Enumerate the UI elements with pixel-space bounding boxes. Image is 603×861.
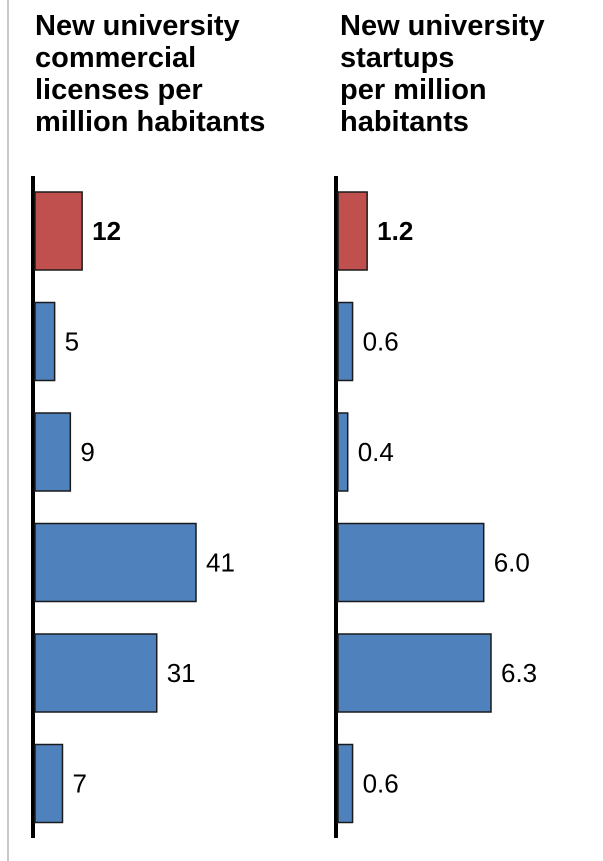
chart-title-licenses: New university commercial licenses per m… xyxy=(35,10,266,138)
licenses-bar-4 xyxy=(34,633,158,713)
startups-bar-2 xyxy=(337,412,349,492)
licenses-value-label-0: 12 xyxy=(92,216,121,246)
startups-value-label-0: 1.2 xyxy=(377,216,413,246)
startups-bar-1 xyxy=(337,301,354,382)
licenses-value-label-4: 31 xyxy=(167,658,196,688)
chart-title-startups: New university startups per million habi… xyxy=(340,10,545,138)
left-border xyxy=(7,0,9,861)
licenses-value-label-3: 41 xyxy=(206,548,235,578)
startups-bar-0 xyxy=(337,191,368,271)
licenses-value-label-2: 9 xyxy=(80,437,94,467)
startups-value-label-1: 0.6 xyxy=(363,327,399,357)
licenses-bar-0 xyxy=(34,191,83,271)
startups-bar-5 xyxy=(337,743,354,824)
licenses-bar-1 xyxy=(34,301,56,382)
licenses-bar-2 xyxy=(34,412,72,492)
startups-bar-4 xyxy=(337,633,492,713)
licenses-bar-5 xyxy=(34,743,64,824)
licenses-value-label-5: 7 xyxy=(72,769,86,799)
licenses-bar-3 xyxy=(34,522,197,603)
startups-value-label-2: 0.4 xyxy=(358,437,394,467)
startups-value-label-5: 0.6 xyxy=(363,769,399,799)
startups-bar-3 xyxy=(337,522,485,603)
startups-value-label-4: 6.3 xyxy=(501,658,537,688)
startups-value-label-3: 6.0 xyxy=(494,548,530,578)
licenses-value-label-1: 5 xyxy=(65,327,79,357)
